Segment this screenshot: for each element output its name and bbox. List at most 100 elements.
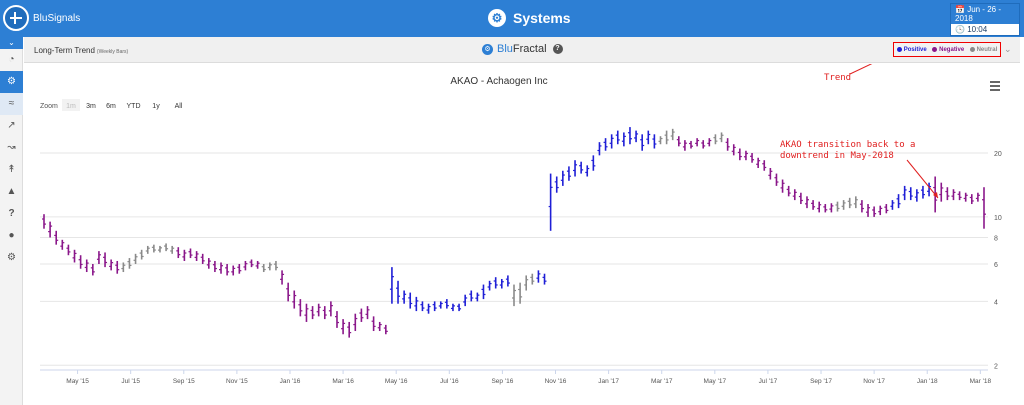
legend-label: Positive xyxy=(903,46,927,53)
price-bar xyxy=(127,258,132,269)
price-bar xyxy=(811,200,816,210)
price-bar xyxy=(737,148,742,161)
price-bar xyxy=(286,282,291,302)
price-bar xyxy=(90,264,95,276)
price-bar xyxy=(560,170,565,186)
time-text: 10:04 xyxy=(967,25,988,34)
price-bar xyxy=(469,290,474,302)
price-bar xyxy=(493,277,498,289)
subheader: Long-Term Trend (Weekly Bars) ⚙ Blu Fracta… xyxy=(24,37,1020,63)
chevron-down-icon[interactable]: ⌄ xyxy=(0,37,23,49)
date-time-box: 📅 Jun - 26 - 2018 🕓 10:04 xyxy=(950,3,1020,36)
price-bar xyxy=(396,280,401,304)
chart-menu-icon[interactable] xyxy=(990,81,1000,93)
y-tick-label: 10 xyxy=(994,215,1002,222)
pattern-icon[interactable]: ↟ xyxy=(7,164,16,175)
dashboard-icon[interactable]: ◔ xyxy=(8,54,15,65)
price-bar xyxy=(157,245,162,253)
price-bar xyxy=(609,134,614,149)
price-bar xyxy=(383,324,388,335)
price-bar xyxy=(206,258,211,269)
price-bar xyxy=(566,166,571,181)
price-bar xyxy=(920,185,925,199)
blufractal-rest: Fractal xyxy=(512,43,547,55)
trend-icon[interactable]: ↗ xyxy=(7,120,16,131)
price-bar xyxy=(975,192,980,202)
price-bar xyxy=(774,173,779,186)
price-bar xyxy=(951,189,956,201)
price-bar xyxy=(957,191,962,201)
settings-icon[interactable]: ⚙ xyxy=(7,252,16,263)
price-bar xyxy=(804,196,809,209)
top-bar: BluSignals ⚙ Systems 📅 Jun - 26 - 2018 🕓… xyxy=(0,0,1024,37)
price-bar xyxy=(646,130,651,145)
price-bar xyxy=(225,264,230,276)
zoom-1m-button[interactable] xyxy=(62,99,80,111)
price-bar xyxy=(322,306,327,320)
signals-icon[interactable]: ↝ xyxy=(7,142,16,153)
price-bar xyxy=(890,200,895,210)
price-bar xyxy=(164,243,169,252)
price-bar xyxy=(536,270,541,283)
price-bar xyxy=(945,187,950,201)
help-circle-icon[interactable]: ? xyxy=(552,44,563,54)
price-bar xyxy=(145,245,150,254)
systems-icon[interactable]: ⚙ xyxy=(0,71,23,93)
app-title: ⚙ Systems xyxy=(488,9,571,27)
transition-arrow xyxy=(906,159,939,199)
y-tick-label: 6 xyxy=(994,262,998,269)
price-bar xyxy=(115,260,120,274)
app-title-text: Systems xyxy=(513,10,571,26)
price-bar xyxy=(859,200,864,213)
price-bar xyxy=(151,244,156,253)
price-bar xyxy=(219,262,224,274)
price-bar xyxy=(750,153,755,163)
price-bar xyxy=(60,239,65,250)
price-bar xyxy=(682,140,687,151)
price-bar xyxy=(273,260,278,271)
price-bar xyxy=(66,244,71,256)
price-bar xyxy=(768,167,773,180)
price-bar xyxy=(72,249,77,263)
zoom-all-button[interactable] xyxy=(167,99,190,111)
price-bar xyxy=(670,128,675,141)
price-bar xyxy=(542,273,547,285)
y-tick-label: 4 xyxy=(994,299,998,306)
collapse-chevron-icon[interactable]: ⌄ xyxy=(1004,44,1012,54)
chart-icon[interactable]: ≈ xyxy=(0,93,23,115)
help-icon[interactable]: ? xyxy=(8,208,15,219)
zoom-3m-button[interactable] xyxy=(82,99,100,111)
price-bar xyxy=(573,160,578,177)
price-bar xyxy=(353,313,358,332)
price-bar xyxy=(743,150,748,161)
price-bar xyxy=(939,182,944,202)
price-bar xyxy=(658,136,663,145)
price-bar xyxy=(719,132,724,143)
x-tick-label: Sep '17 xyxy=(810,378,832,385)
x-tick-label: Mar '16 xyxy=(332,378,354,385)
zoom-1y-button[interactable] xyxy=(147,99,165,111)
price-bar xyxy=(450,303,455,312)
price-bar xyxy=(817,201,822,213)
lab-icon[interactable]: ▲ xyxy=(6,186,17,197)
zoom-6m-button[interactable] xyxy=(102,99,120,111)
price-bar xyxy=(341,319,346,335)
user-icon[interactable]: ● xyxy=(8,230,15,241)
zoom-option-label: 6m xyxy=(106,103,116,110)
price-bar xyxy=(371,316,376,332)
price-bar xyxy=(902,185,907,201)
price-bar xyxy=(872,206,877,217)
price-bar xyxy=(292,290,297,309)
price-bar xyxy=(48,221,53,238)
app-logo[interactable]: BluSignals xyxy=(3,5,80,31)
price-bar xyxy=(707,138,712,147)
price-bar xyxy=(463,294,468,307)
zoom-ytd-button[interactable] xyxy=(122,99,145,111)
chart-title: AKAO - Achaogen Inc xyxy=(450,76,547,87)
price-bar xyxy=(499,278,504,289)
trend-legend: Positive Negative Neutral xyxy=(893,42,1001,57)
price-bar xyxy=(798,192,803,205)
legend-dot xyxy=(969,47,975,52)
price-bar xyxy=(78,255,83,269)
price-bar xyxy=(194,251,199,261)
